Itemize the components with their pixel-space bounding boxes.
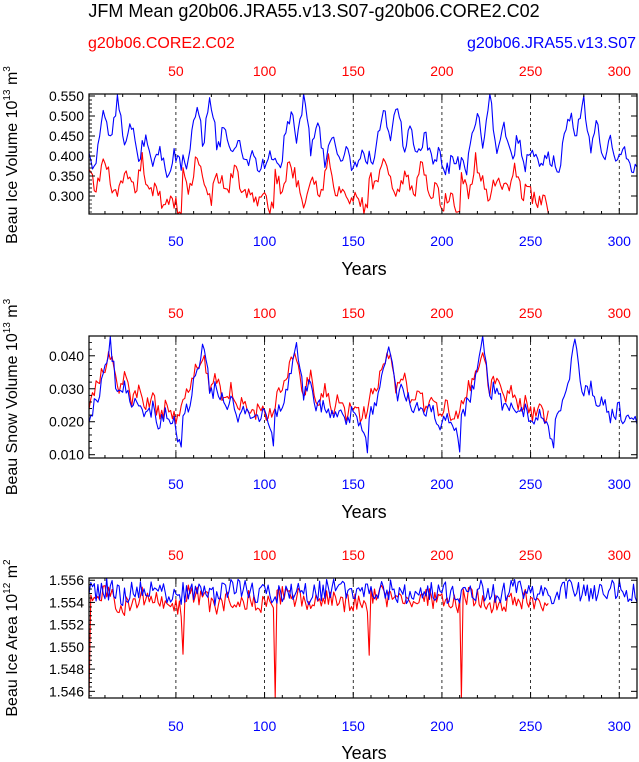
chart-panel-snow-volume: 50 50 100 100 150 150 200 200 250 250 300 300 0.010 0… <box>2 298 638 522</box>
figure-title: JFM Mean g20b06.JRA55.v13.S07-g20b06.COR… <box>88 1 539 21</box>
x-tick-label-top: 300 <box>608 305 632 321</box>
y-tick-label: 1.548 <box>49 661 84 677</box>
x-tick-label-top: 50 <box>168 305 184 321</box>
x-tick-label-bottom: 250 <box>519 233 543 249</box>
x-tick-label-top: 200 <box>430 305 454 321</box>
chart-panel-ice-volume: 50 50 100 100 150 150 200 200 250 250 300 300 0.300 0… <box>2 63 638 279</box>
x-tick-label-bottom: 300 <box>608 233 632 249</box>
x-axis-title: Years <box>341 259 386 279</box>
x-tick-label-top: 50 <box>168 547 184 563</box>
x-tick-label-bottom: 200 <box>430 718 454 734</box>
x-tick-label-top: 150 <box>342 547 366 563</box>
x-tick-label-bottom: 150 <box>342 233 366 249</box>
x-tick-label-top: 300 <box>608 63 632 79</box>
legend-blue-label: g20b06.JRA55.v13.S07 <box>467 35 636 52</box>
x-tick-label-bottom: 50 <box>168 718 184 734</box>
y-tick-label: 1.546 <box>49 683 84 699</box>
y-axis-label: Beau Ice Area 1012 m2 <box>2 559 21 717</box>
x-tick-label-bottom: 200 <box>430 476 454 492</box>
x-tick-label-top: 150 <box>342 63 366 79</box>
y-axis-label: Beau Ice Volume 1013 m3 <box>2 66 21 244</box>
chart-panels: 50 50 100 100 150 150 200 200 250 250 300 300 0.300 0… <box>2 63 638 762</box>
y-tick-label: 1.552 <box>49 617 84 633</box>
plot-frame <box>88 577 638 699</box>
plot-frame <box>88 335 638 459</box>
legend-red-label: g20b06.CORE2.C02 <box>88 35 235 52</box>
x-tick-label-bottom: 150 <box>342 476 366 492</box>
y-axis-label: Beau Snow Volume 1013 m3 <box>2 298 21 495</box>
x-tick-label-top: 150 <box>342 305 366 321</box>
y-tick-label: 0.010 <box>49 447 84 463</box>
x-tick-label-bottom: 150 <box>342 718 366 734</box>
series-line-blue <box>88 335 638 454</box>
x-tick-label-bottom: 50 <box>168 233 184 249</box>
series-line-red <box>88 584 549 699</box>
x-tick-label-bottom: 200 <box>430 233 454 249</box>
y-tick-label: 0.020 <box>49 414 84 430</box>
y-tick-label: 0.500 <box>49 108 84 124</box>
x-tick-label-bottom: 250 <box>519 718 543 734</box>
plot-frame <box>88 93 638 215</box>
y-tick-label: 1.550 <box>49 639 84 655</box>
x-tick-label-top: 100 <box>253 547 277 563</box>
y-tick-label: 0.300 <box>49 188 84 204</box>
y-tick-label: 0.550 <box>49 88 84 104</box>
x-tick-label-bottom: 50 <box>168 476 184 492</box>
x-tick-label-top: 50 <box>168 63 184 79</box>
x-tick-label-top: 100 <box>253 63 277 79</box>
y-tick-label: 0.030 <box>49 381 84 397</box>
series-line-blue <box>88 93 638 178</box>
y-tick-label: 1.554 <box>49 594 84 610</box>
x-tick-label-bottom: 300 <box>608 718 632 734</box>
y-tick-label: 0.040 <box>49 348 84 364</box>
x-tick-label-top: 200 <box>430 63 454 79</box>
x-tick-label-top: 100 <box>253 305 277 321</box>
x-tick-label-bottom: 100 <box>253 476 277 492</box>
x-axis-title: Years <box>341 502 386 522</box>
x-tick-label-bottom: 300 <box>608 476 632 492</box>
y-tick-label: 0.400 <box>49 148 84 164</box>
x-tick-label-top: 300 <box>608 547 632 563</box>
y-tick-label: 0.450 <box>49 128 84 144</box>
x-tick-label-top: 250 <box>519 305 543 321</box>
series-line-red <box>88 351 549 425</box>
series-line-blue <box>88 577 638 606</box>
x-axis-title: Years <box>341 743 386 762</box>
x-tick-label-top: 200 <box>430 547 454 563</box>
chart-panel-ice-area: 50 50 100 100 150 150 200 200 250 250 300 300 1.546 1… <box>2 547 638 762</box>
y-tick-label: 0.350 <box>49 168 84 184</box>
x-tick-label-top: 250 <box>519 63 543 79</box>
x-tick-label-top: 250 <box>519 547 543 563</box>
y-tick-label: 1.556 <box>49 572 84 588</box>
x-tick-label-bottom: 250 <box>519 476 543 492</box>
x-tick-label-bottom: 100 <box>253 233 277 249</box>
series-line-red <box>88 151 549 215</box>
x-tick-label-bottom: 100 <box>253 718 277 734</box>
